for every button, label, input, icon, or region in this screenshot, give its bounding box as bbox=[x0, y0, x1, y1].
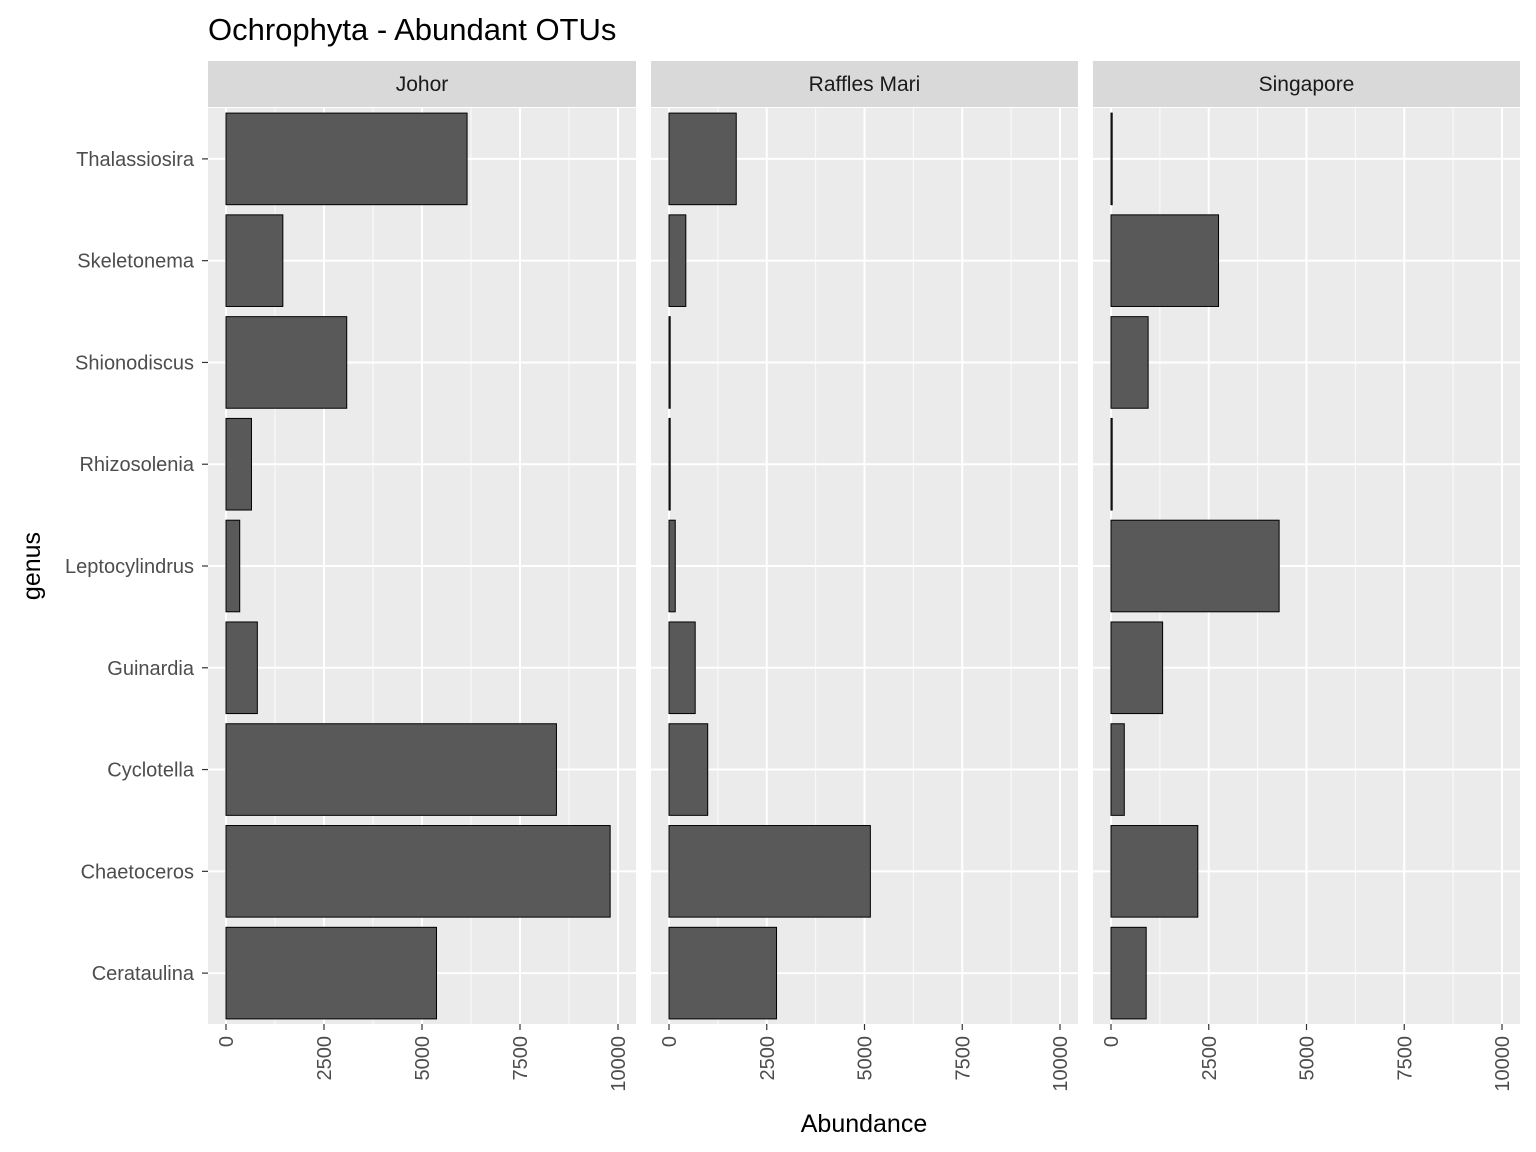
chart-title: Ochrophyta - Abundant OTUs bbox=[208, 12, 616, 47]
facet-strip bbox=[1093, 61, 1520, 107]
y-tick-label: Rhizosolenia bbox=[79, 454, 194, 476]
x-tick-label: 2500 bbox=[1199, 1036, 1221, 1081]
facet-strip-label: Singapore bbox=[1259, 73, 1355, 96]
y-tick-label: Chaetoceros bbox=[81, 861, 194, 883]
bar-rhizosolenia bbox=[1110, 417, 1113, 511]
bar-shionodiscus bbox=[1110, 316, 1149, 409]
x-tick-label: 7500 bbox=[952, 1036, 974, 1081]
x-tick-label: 5000 bbox=[1297, 1036, 1319, 1081]
facet-panel: Johor 0 2500 5000 7500 10000 bbox=[208, 61, 636, 1092]
y-tick-label: Cyclotella bbox=[107, 760, 195, 782]
x-tick-label: 2500 bbox=[757, 1036, 779, 1081]
bar-cerataulina bbox=[668, 926, 778, 1020]
x-tick-label: 10000 bbox=[608, 1036, 630, 1092]
bar-shionodiscus bbox=[668, 316, 671, 409]
bar-thalassiosira bbox=[225, 112, 468, 206]
x-tick-label: 10000 bbox=[1492, 1036, 1514, 1092]
bar-cerataulina bbox=[1110, 926, 1147, 1020]
bar-rhizosolenia bbox=[668, 417, 671, 511]
bar-cyclotella bbox=[668, 723, 709, 816]
bar-guinardia bbox=[225, 621, 258, 715]
facet-panels: Johor 0 2500 5000 7500 10000 Raffles Mari 0 2500… bbox=[208, 61, 1520, 1092]
bar-cyclotella bbox=[225, 723, 557, 816]
bar-leptocylindrus bbox=[225, 519, 241, 613]
bar-cerataulina bbox=[225, 926, 438, 1020]
y-tick-label: Guinardia bbox=[107, 658, 195, 680]
bar-skeletonema bbox=[1110, 214, 1220, 307]
y-tick-label: Leptocylindrus bbox=[65, 556, 194, 578]
bar-leptocylindrus bbox=[1110, 519, 1280, 613]
bar-chaetoceros bbox=[225, 825, 611, 918]
y-axis: Thalassiosira Skeletonema Shionodiscus Rhiz… bbox=[65, 149, 208, 985]
bar-skeletonema bbox=[225, 214, 284, 307]
facet-strip bbox=[651, 61, 1078, 107]
bar-guinardia bbox=[1110, 621, 1164, 715]
bar-shionodiscus bbox=[225, 316, 348, 409]
x-tick-label: 7500 bbox=[510, 1036, 532, 1081]
bar-rhizosolenia bbox=[225, 417, 252, 511]
facet-strip bbox=[208, 61, 636, 107]
bar-leptocylindrus bbox=[668, 519, 676, 613]
bar-skeletonema bbox=[668, 214, 687, 307]
y-tick-label: Cerataulina bbox=[92, 963, 195, 985]
y-tick-label: Shionodiscus bbox=[75, 352, 194, 374]
bar-chaetoceros bbox=[668, 825, 871, 918]
x-tick-label: 0 bbox=[659, 1036, 681, 1047]
bar-thalassiosira bbox=[1110, 112, 1113, 206]
x-tick-label: 0 bbox=[1101, 1036, 1123, 1047]
x-axis-title: Abundance bbox=[801, 1110, 928, 1138]
bar-guinardia bbox=[668, 621, 696, 715]
facet-panel: Raffles Mari 0 2500 5000 7500 10000 bbox=[651, 61, 1078, 1092]
x-tick-label: 2500 bbox=[314, 1036, 336, 1081]
x-tick-label: 7500 bbox=[1394, 1036, 1416, 1081]
y-tick-label: Thalassiosira bbox=[76, 149, 195, 171]
bar-thalassiosira bbox=[668, 112, 737, 206]
facet-strip-label: Johor bbox=[396, 73, 449, 96]
y-axis-title: genus bbox=[18, 532, 46, 600]
x-tick-label: 10000 bbox=[1050, 1036, 1072, 1092]
bar-chaetoceros bbox=[1110, 825, 1199, 918]
y-tick-label: Skeletonema bbox=[77, 251, 195, 273]
bar-cyclotella bbox=[1110, 723, 1125, 816]
facet-panel: Singapore 0 2500 5000 7500 10000 bbox=[1093, 61, 1520, 1092]
x-tick-label: 5000 bbox=[412, 1036, 434, 1081]
facet-strip-label: Raffles Mari bbox=[809, 73, 921, 96]
x-tick-label: 0 bbox=[216, 1036, 238, 1047]
x-tick-label: 5000 bbox=[855, 1036, 877, 1081]
